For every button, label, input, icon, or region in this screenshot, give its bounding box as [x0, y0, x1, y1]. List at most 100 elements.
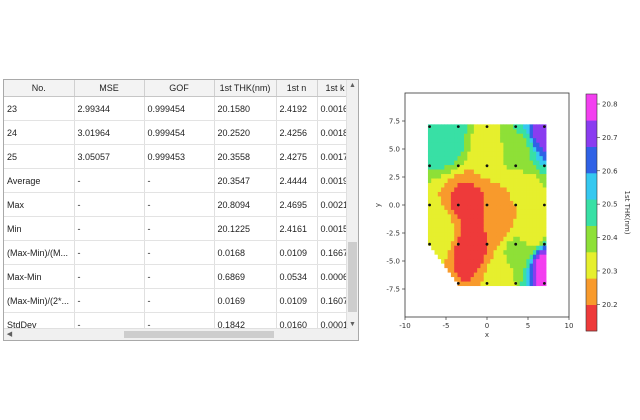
table-cell[interactable]: 0.0169 [214, 288, 277, 313]
vertical-scroll-thumb[interactable] [348, 242, 357, 312]
table-cell[interactable]: 3.01964 [74, 120, 145, 145]
table-cell[interactable]: 23 [4, 96, 75, 121]
y-tick-label: 5.0 [389, 146, 400, 154]
heatmap-cell [493, 258, 498, 264]
table-cell[interactable]: - [144, 240, 215, 265]
scroll-left-icon[interactable]: ◀ [6, 331, 13, 338]
table-row[interactable]: Average - -20.3547 2.4444 0.0019 [4, 168, 354, 193]
table-cell[interactable]: 0.999454 [144, 120, 215, 145]
column-header-mse[interactable]: MSE [74, 80, 145, 97]
table-cell[interactable]: 25 [4, 144, 75, 169]
table-cell[interactable]: 2.4695 [276, 192, 318, 217]
column-header-no[interactable]: No. [4, 80, 75, 97]
heatmap-cell [513, 258, 517, 264]
heatmap-cell [444, 178, 449, 183]
heatmap-cell [523, 155, 527, 161]
column-header-n[interactable]: 1st n [276, 80, 318, 97]
table-row[interactable]: Max-Min - -0.6869 0.0534 0.0006 [4, 264, 354, 289]
table-cell[interactable]: 2.4161 [276, 216, 318, 241]
table-row[interactable]: 25 3.05057 0.999453 20.3558 2.4275 0.0017 [4, 144, 354, 169]
table-cell[interactable]: Max-Min [4, 264, 75, 289]
heatmap-cell [513, 254, 517, 260]
heatmap-cell [519, 249, 524, 255]
heatmap-cell [526, 205, 531, 210]
heatmap-cell [457, 263, 462, 269]
vertical-scrollbar[interactable]: ▲ ▼ [346, 80, 358, 330]
heatmap-cell [450, 151, 455, 157]
table-cell[interactable]: 20.2520 [214, 120, 277, 145]
table-cell[interactable]: 2.4256 [276, 120, 318, 145]
table-cell[interactable]: 0.0534 [276, 264, 318, 289]
table-cell[interactable]: 24 [4, 120, 75, 145]
heatmap-cell [427, 209, 432, 215]
heatmap-cell [532, 240, 537, 246]
heatmap-cell [496, 146, 501, 152]
table-cell[interactable]: 0.0109 [276, 240, 318, 265]
table-cell[interactable]: - [144, 192, 215, 217]
table-row[interactable]: 24 3.01964 0.999454 20.2520 2.4256 0.0018 [4, 120, 354, 145]
table-cell[interactable]: 20.8094 [214, 192, 277, 217]
heatmap-cell [464, 227, 468, 233]
heatmap-cell [542, 231, 547, 237]
table-row[interactable]: (Max-Min)/(M... - -0.0168 0.0109 0.1667 [4, 240, 354, 265]
heatmap-cell [487, 209, 491, 215]
heatmap-cell [529, 245, 534, 251]
heatmap-cell [480, 218, 485, 224]
table-row[interactable]: (Max-Min)/(2*... - -0.0169 0.0109 0.1607 [4, 288, 354, 313]
table-cell[interactable]: 3.05057 [74, 144, 145, 169]
table-cell[interactable]: 0.999454 [144, 96, 215, 121]
table-cell[interactable]: 0.0109 [276, 288, 318, 313]
heatmap-cell [457, 254, 462, 260]
horizontal-scroll-thumb[interactable] [124, 331, 274, 338]
table-cell[interactable]: 20.3547 [214, 168, 277, 193]
table-cell[interactable]: - [144, 216, 215, 241]
table-cell[interactable]: 2.4275 [276, 144, 318, 169]
table-cell[interactable]: 2.4192 [276, 96, 318, 121]
measurement-point [456, 125, 460, 128]
table-cell[interactable]: Max [4, 192, 75, 217]
heatmap-cell [496, 218, 501, 224]
heatmap-cell [444, 222, 449, 228]
horizontal-scrollbar[interactable]: ◀ [4, 328, 348, 340]
table-cell[interactable]: - [74, 240, 145, 265]
heatmap-cell [460, 258, 465, 264]
heatmap-cell [457, 245, 462, 251]
table-cell[interactable]: 2.4444 [276, 168, 318, 193]
column-header-k[interactable]: 1st k [317, 80, 354, 97]
table-cell[interactable]: 2.99344 [74, 96, 145, 121]
scroll-down-icon[interactable]: ▼ [349, 321, 356, 328]
heatmap-cell [444, 205, 449, 210]
table-cell[interactable]: Min [4, 216, 75, 241]
scroll-up-icon[interactable]: ▲ [349, 82, 356, 89]
table-cell[interactable]: 20.1225 [214, 216, 277, 241]
table-cell[interactable]: - [74, 264, 145, 289]
heatmap-cell [450, 205, 455, 210]
table-cell[interactable]: (Max-Min)/(M... [4, 240, 75, 265]
column-header-gof[interactable]: GOF [144, 80, 215, 97]
table-cell[interactable]: 20.1580 [214, 96, 277, 121]
table-cell[interactable]: 0.0168 [214, 240, 277, 265]
table-row[interactable]: Min - -20.1225 2.4161 0.0015 [4, 216, 354, 241]
heatmap-cell [539, 258, 544, 264]
heatmap-cell [447, 178, 452, 183]
table-cell[interactable]: - [144, 168, 215, 193]
table-cell[interactable]: - [74, 192, 145, 217]
table-cell[interactable]: (Max-Min)/(2*... [4, 288, 75, 313]
table-row[interactable]: 23 2.99344 0.999454 20.1580 2.4192 0.0016 [4, 96, 354, 121]
column-header-thk[interactable]: 1st THK(nm) [214, 80, 277, 97]
table-cell[interactable]: 0.999453 [144, 144, 215, 169]
table-cell[interactable]: Average [4, 168, 75, 193]
heatmap-cell [496, 142, 501, 148]
table-cell[interactable]: 20.3558 [214, 144, 277, 169]
heatmap-cell [477, 146, 481, 152]
table-cell[interactable]: - [144, 264, 215, 289]
table-cell[interactable]: - [74, 216, 145, 241]
table-row[interactable]: Max - -20.8094 2.4695 0.0021 [4, 192, 354, 217]
table-cell[interactable]: - [74, 288, 145, 313]
heatmap-cell [516, 173, 521, 179]
table-cell[interactable]: 0.6869 [214, 264, 277, 289]
heatmap-cell [473, 151, 478, 157]
heatmap-cell [542, 196, 547, 201]
table-cell[interactable]: - [74, 168, 145, 193]
table-cell[interactable]: - [144, 288, 215, 313]
